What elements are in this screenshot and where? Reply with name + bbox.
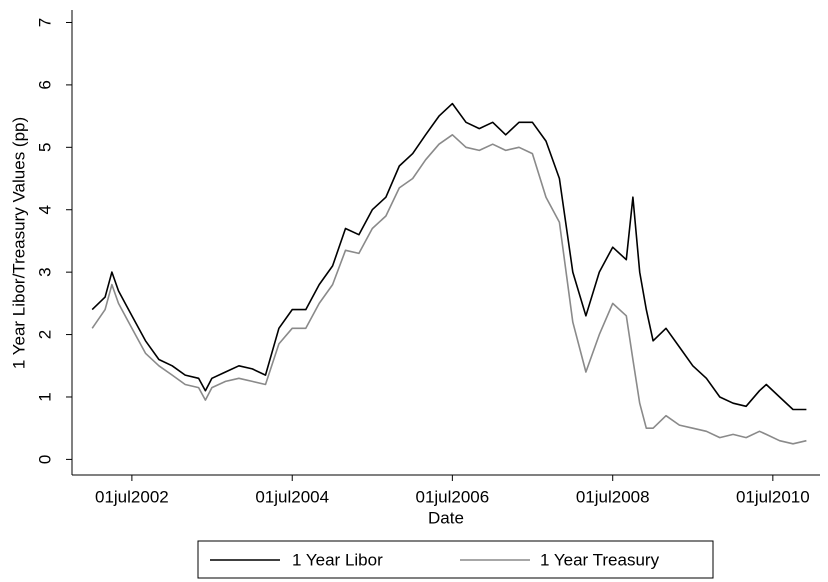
x-tick-label: 01jul2006 <box>415 487 489 506</box>
legend-box <box>197 540 714 579</box>
y-tick-label: 2 <box>35 330 54 339</box>
x-tick-label: 01jul2010 <box>736 487 810 506</box>
legend-label: 1 Year Libor <box>292 550 383 569</box>
y-tick-label: 1 <box>35 392 54 401</box>
y-tick-label: 7 <box>35 18 54 27</box>
x-tick-label: 01jul2002 <box>95 487 169 506</box>
x-tick-label: 01jul2008 <box>576 487 650 506</box>
y-axis-title: 1 Year Libor/Treasury Values (pp) <box>9 117 28 369</box>
y-tick-label: 0 <box>35 455 54 464</box>
x-axis-title: Date <box>428 508 464 527</box>
y-tick-label: 6 <box>35 80 54 89</box>
legend-label: 1 Year Treasury <box>540 550 660 569</box>
y-tick-label: 5 <box>35 143 54 152</box>
series-line <box>91 102 807 411</box>
y-tick-label: 4 <box>35 205 54 214</box>
y-tick-label: 3 <box>35 267 54 276</box>
x-tick-label: 01jul2004 <box>255 487 329 506</box>
series-line <box>91 134 807 445</box>
